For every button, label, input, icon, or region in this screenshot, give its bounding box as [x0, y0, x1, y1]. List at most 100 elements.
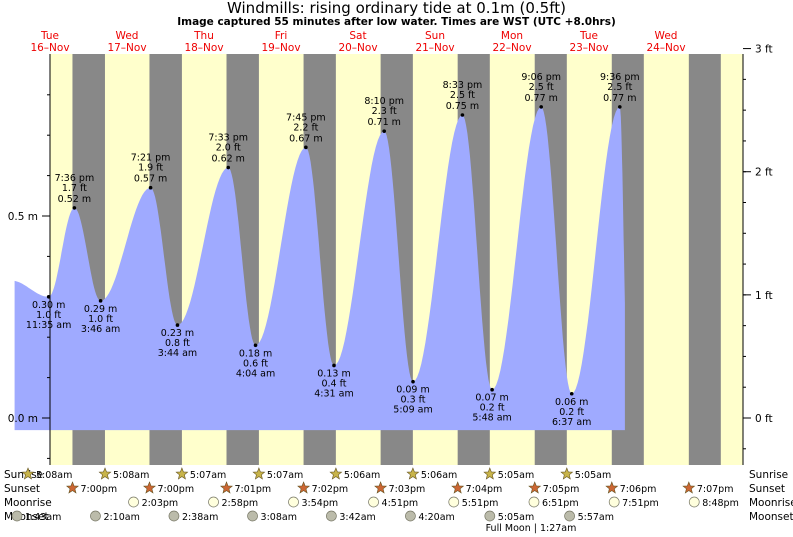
moonset-moon-icon — [90, 510, 101, 522]
moonrise-moon-icon — [368, 496, 379, 508]
moonrise-time: 2:58pm — [222, 498, 259, 509]
tide-extreme-m: 0.29 m — [84, 304, 117, 315]
moonrise-time: 6:51pm — [542, 498, 579, 509]
day-label-dow: Wed — [655, 30, 678, 42]
moonset-moon-icon — [247, 510, 258, 522]
day-label-date: 18–Nov — [184, 42, 223, 54]
day-label-date: 21–Nov — [415, 42, 454, 54]
tide-extreme-time: 5:48 am — [472, 413, 511, 424]
tide-extreme-ft: 1.9 ft — [138, 163, 163, 174]
chart-subtitle: Image captured 55 minutes after low wate… — [177, 16, 616, 28]
moonrise-time: 7:51pm — [622, 498, 659, 509]
sunset-star-icon — [143, 481, 156, 494]
sunset-time: 7:00pm — [80, 484, 117, 495]
axes: 0.0 m0.5 m0 ft1 ft2 ft3 ftTue16–NovWed17… — [8, 30, 773, 465]
tide-extreme-point — [332, 363, 336, 368]
tide-extreme-point — [175, 323, 180, 327]
day-label-dow: Sat — [349, 30, 366, 42]
sunset-time: 7:07pm — [697, 484, 734, 495]
sunset-star-icon — [66, 481, 79, 494]
day-label-dow: Fri — [275, 30, 288, 42]
sunrise-star-icon — [98, 467, 112, 480]
tide-extreme-ft: 1.7 ft — [62, 183, 87, 194]
tide-extreme-m: 0.09 m — [396, 385, 429, 396]
daylight-band — [720, 54, 743, 465]
sunset-time: 7:04pm — [466, 484, 503, 495]
sunrise-time: 5:08am — [113, 470, 149, 481]
moonset-moon-icon — [11, 510, 23, 522]
day-label-date: 22–Nov — [492, 42, 531, 54]
sunrise-star-icon — [252, 467, 266, 480]
tide-extreme-m: 0.77 m — [603, 93, 636, 104]
tide-extreme-m: 0.13 m — [317, 368, 350, 379]
day-label-date: 20–Nov — [338, 42, 377, 54]
tide-extreme-time: 8:33 pm — [443, 80, 483, 91]
tide-extreme-m: 0.57 m — [134, 174, 167, 185]
tide-extreme-time: 7:45 pm — [286, 112, 326, 123]
moonrise-moon-icon — [208, 496, 219, 508]
tide-extreme-ft: 2.2 ft — [293, 122, 318, 133]
row-label-right-moonset: Moonset — [749, 511, 793, 523]
sunrise-time: 5:08am — [36, 470, 72, 481]
sunrise-star-icon — [175, 467, 189, 480]
sunset-time: 7:02pm — [312, 484, 349, 495]
day-label-dow: Sun — [425, 30, 445, 42]
tide-extreme-point — [490, 387, 494, 392]
sunrise-time: 5:07am — [267, 470, 303, 481]
sunset-time: 7:00pm — [157, 484, 194, 495]
tide-extreme-ft: 2.5 ft — [450, 90, 475, 101]
moonset-time: 3:08am — [261, 512, 297, 523]
sunrise-time: 5:05am — [498, 470, 534, 481]
row-label-right-moonrise: Moonrise — [749, 497, 793, 509]
tide-extreme-time: 4:04 am — [236, 368, 275, 379]
sunset-star-icon — [682, 481, 696, 494]
tide-extreme-m: 0.52 m — [58, 194, 91, 205]
tide-extreme-m: 0.75 m — [446, 101, 479, 112]
sunrise-star-icon — [406, 467, 420, 480]
tide-extreme-ft: 0.2 ft — [480, 403, 505, 414]
moon-phase-label: Full Moon | 1:27am — [486, 523, 577, 534]
tide-extreme-ft: 0.8 ft — [165, 338, 190, 349]
tide-extreme-time: 7:21 pm — [131, 153, 171, 164]
tide-extreme-time: 7:36 pm — [55, 173, 95, 184]
tide-extreme-time: 9:36 pm — [600, 72, 640, 83]
sunset-star-icon — [528, 481, 542, 494]
sunrise-time: 5:07am — [190, 470, 226, 481]
sunrise-star-icon — [329, 467, 343, 480]
sunset-time: 7:06pm — [620, 484, 657, 495]
tide-extreme-point — [46, 295, 51, 299]
tide-extreme-m: 0.18 m — [239, 348, 272, 359]
sunset-star-icon — [220, 481, 233, 494]
tide-extreme-point — [98, 299, 103, 303]
tide-extreme-point — [569, 391, 574, 396]
tide-extreme-time: 8:10 pm — [364, 96, 404, 107]
right-tick-label: 0 ft — [755, 413, 773, 425]
moonset-time: 5:57am — [578, 512, 614, 523]
tide-extreme-ft: 1.0 ft — [88, 314, 113, 325]
tide-extreme-point — [382, 129, 387, 133]
moonset-moon-icon — [405, 510, 416, 522]
left-tick-label: 0.5 m — [8, 211, 38, 223]
moonrise-moon-icon — [128, 496, 139, 508]
tide-extreme-m: 0.77 m — [524, 93, 557, 104]
right-tick-label: 2 ft — [755, 167, 773, 179]
sunset-time: 7:05pm — [543, 484, 580, 495]
moonrise-moon-icon — [528, 496, 540, 508]
tide-extreme-point — [148, 185, 153, 190]
tide-extreme-time: 6:37 am — [552, 417, 591, 428]
row-label-left-moonrise: Moonrise — [4, 497, 52, 509]
tide-extreme-m: 0.71 m — [367, 117, 400, 128]
sunset-star-icon — [605, 481, 619, 494]
tide-extreme-m: 0.67 m — [289, 133, 322, 144]
sunset-time: 7:01pm — [235, 484, 272, 495]
sunrise-time: 5:06am — [421, 470, 457, 481]
chart-title: Windmills: rising ordinary tide at 0.1m … — [227, 0, 566, 17]
tide-extreme-point — [226, 165, 231, 170]
tide-extreme-time: 3:46 am — [81, 324, 120, 335]
tide-extreme-ft: 2.5 ft — [529, 82, 554, 93]
day-label-dow: Tue — [579, 30, 598, 42]
tide-extreme-point — [460, 113, 465, 117]
day-label-date: 24–Nov — [646, 42, 685, 54]
day-label-dow: Mon — [501, 30, 523, 42]
